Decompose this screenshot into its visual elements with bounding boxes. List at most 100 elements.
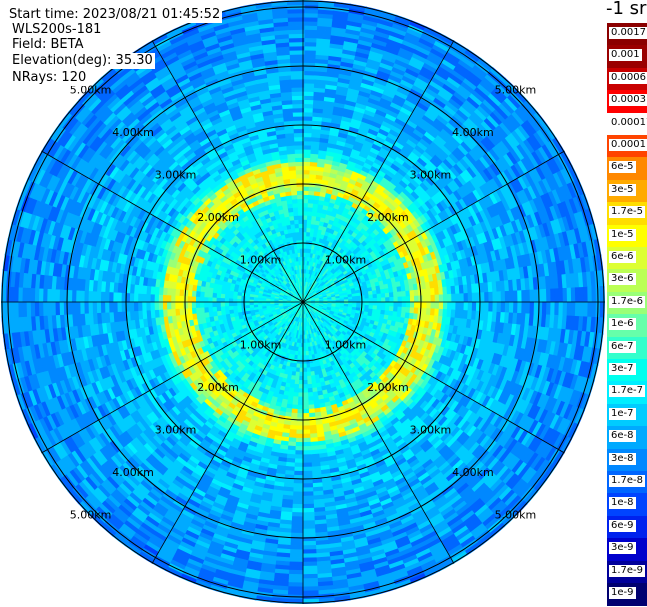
ppi-cell [288, 553, 304, 559]
ppi-cell [301, 582, 319, 588]
ppi-cell [301, 545, 317, 551]
ppi-cell [397, 291, 403, 298]
ppi-cell [295, 421, 304, 427]
ppi-cell [302, 458, 312, 464]
ppi-cell [546, 288, 552, 304]
ppi-cell [562, 287, 568, 304]
ppi-cell [504, 301, 510, 314]
ppi-cell [302, 140, 313, 146]
ppi-cell [570, 301, 576, 318]
ppi-cell [302, 396, 309, 402]
ppi-cell [301, 532, 316, 538]
ppi-cell [302, 425, 311, 431]
ppi-cell [292, 483, 304, 489]
ppi-cell [286, 577, 304, 584]
ppi-cell [288, 544, 304, 551]
ppi-cell [508, 301, 514, 315]
ppi-cell [302, 53, 318, 60]
ppi-cell [302, 144, 313, 150]
ppi-cell [302, 58, 318, 64]
ppi-cell [285, 602, 304, 604]
ppi-cell [301, 516, 315, 522]
ppi-cell [455, 293, 461, 303]
ppi-cell [301, 528, 316, 534]
ppi-cell [302, 157, 312, 163]
ppi-cell [550, 301, 556, 317]
ppi-cell [467, 292, 473, 303]
ppi-cell [426, 294, 432, 303]
ppi-cell [541, 301, 547, 317]
ppi-cell [302, 41, 318, 47]
ppi-cell [587, 286, 593, 304]
ppi-cell [301, 557, 317, 563]
ppi-cell [393, 296, 399, 303]
ppi-cell [302, 413, 310, 418]
ppi-cell [302, 119, 314, 126]
ppi-cell [504, 290, 510, 304]
ppi-cell [302, 441, 311, 447]
ppi-cell [508, 290, 514, 304]
ppi-cell [541, 288, 547, 304]
ppi-cell [438, 294, 444, 303]
ppi-cell [302, 136, 313, 142]
ppi-cell [525, 289, 531, 304]
ppi-cell [302, 70, 317, 76]
ppi-cell [414, 295, 419, 303]
ppi-cell [292, 470, 304, 476]
ppi-cell [287, 569, 304, 575]
ppi-cell [459, 293, 465, 303]
ppi-cell [289, 524, 304, 530]
ppi-cell [293, 462, 304, 468]
ppi-cell [558, 301, 564, 317]
ppi-cell [302, 165, 311, 171]
ppi-cell [558, 288, 564, 304]
ppi-cell [290, 511, 304, 518]
ppi-cell [302, 392, 309, 398]
ppi-cell [287, 561, 304, 567]
ppi-cell [484, 291, 490, 304]
ppi-cell [409, 295, 415, 303]
ppi-cell [301, 573, 318, 580]
ppi-cell [471, 292, 477, 303]
ppi-cell [291, 495, 304, 501]
ppi-cell [292, 478, 304, 485]
ppi-cell [296, 413, 304, 418]
ppi-cell [301, 561, 318, 567]
ppi-cell [301, 503, 315, 509]
ppi-cell [302, 388, 309, 394]
ppi-cell [291, 487, 304, 493]
ppi-cell [525, 301, 531, 316]
ppi-cell [521, 290, 527, 304]
ppi-cell [287, 565, 304, 571]
ppi-cell [591, 286, 597, 304]
ppi-cell [533, 289, 539, 304]
ppi-cell [566, 287, 572, 304]
ppi-cell [488, 301, 494, 314]
ppi-cell [512, 301, 519, 315]
ppi-cell [301, 499, 314, 505]
ppi-cell [301, 586, 319, 592]
ppi-cell [302, 91, 316, 97]
ppi-cell [301, 602, 320, 604]
ppi-cell [302, 466, 313, 472]
ppi-cell [293, 466, 304, 472]
ppi-cell [302, 173, 311, 179]
ppi-cell [426, 301, 432, 310]
ppi-cell [302, 95, 315, 101]
ppi-cell [290, 516, 304, 522]
ppi-cell [430, 301, 436, 310]
ppi-cell [293, 454, 304, 460]
ppi-cell [302, 462, 312, 468]
ppi-cell [566, 301, 572, 318]
ppi-cell [302, 470, 313, 476]
ppi-cell [434, 294, 440, 303]
ppi-cell [302, 186, 310, 191]
ppi-cell [290, 520, 304, 526]
ppi-cell [295, 425, 304, 431]
ppi-cell [496, 291, 502, 304]
ppi-cell [488, 291, 494, 304]
ppi-cell [434, 301, 440, 310]
ppi-cell [301, 549, 317, 555]
ppi-cell [517, 290, 523, 304]
ppi-cell [496, 301, 502, 314]
